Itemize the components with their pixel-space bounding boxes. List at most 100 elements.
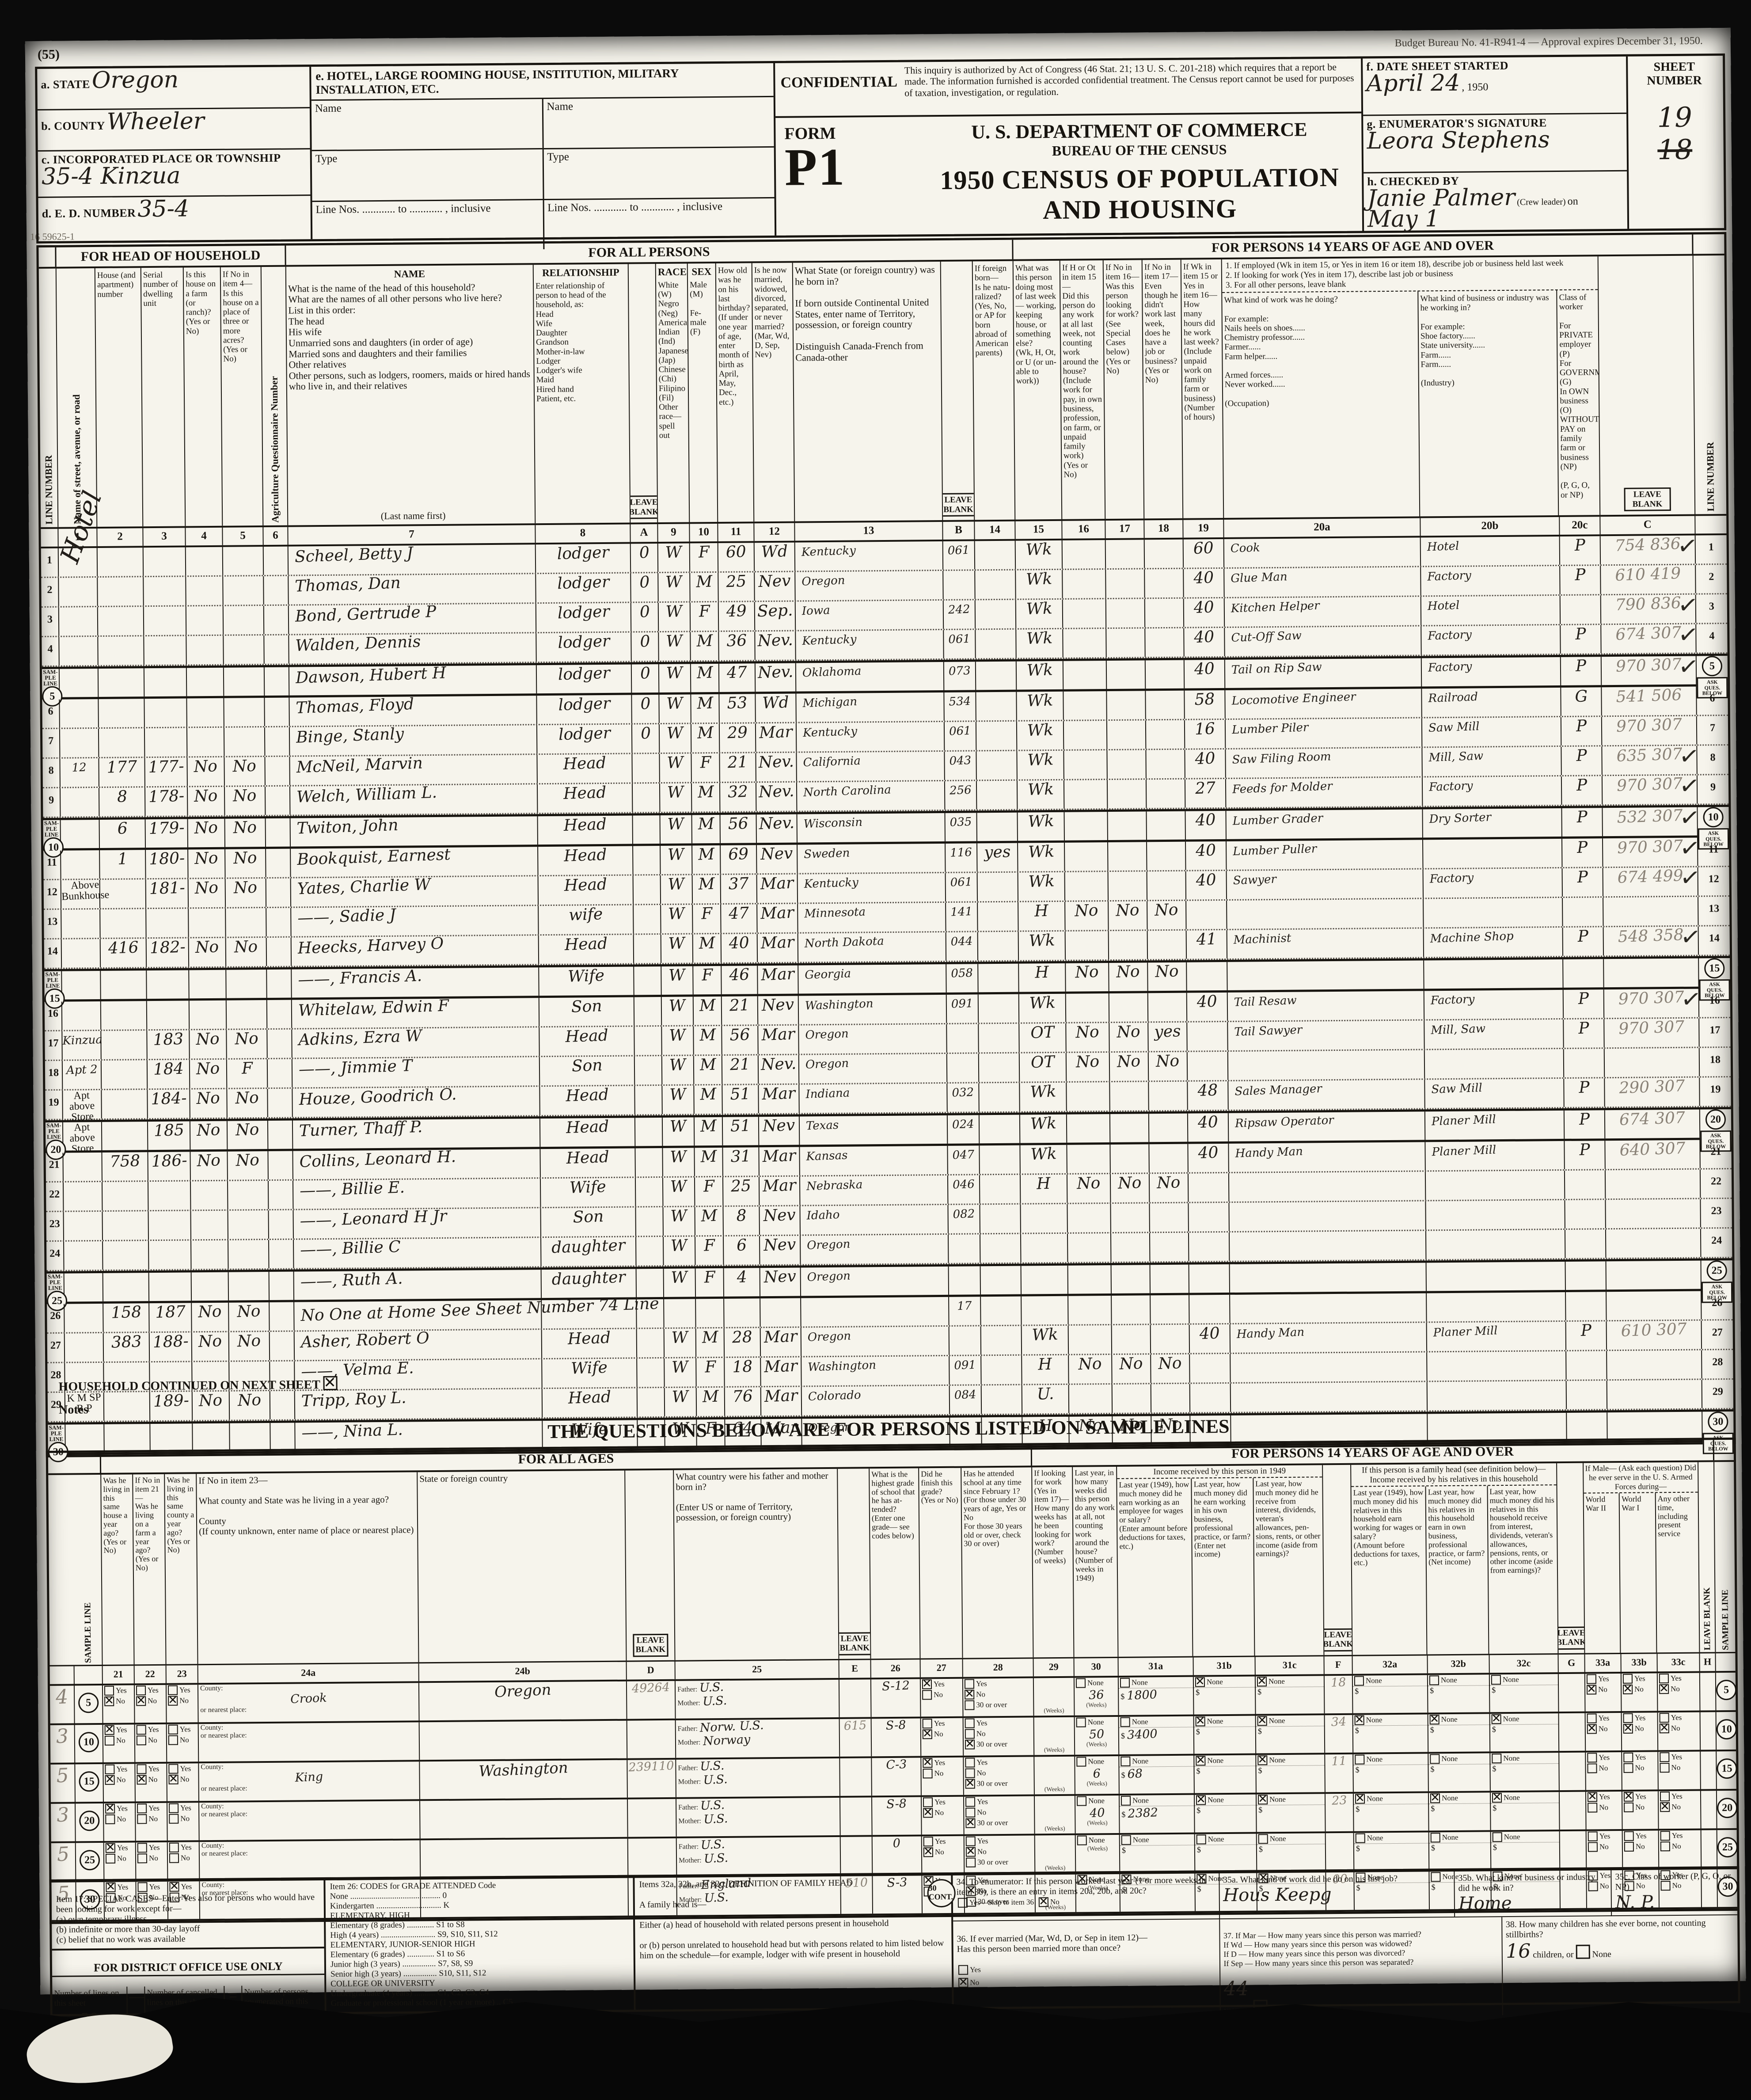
cell-age: 8	[723, 1206, 760, 1235]
col-31a: Last year (1949), how much money did he …	[1117, 1478, 1193, 1657]
cell-A	[637, 1299, 665, 1328]
cell-C: 970 307	[1602, 715, 1698, 746]
sample-cell-w29: (Weeks)	[1034, 1796, 1076, 1834]
confidential-text: This inquiry is authorized by Act of Con…	[904, 61, 1354, 99]
sample-cell-sampleR: 5	[1716, 1673, 1737, 1710]
cell-acres	[224, 698, 265, 727]
cell-race: W	[662, 1056, 695, 1084]
cell-mar: Nev.	[756, 753, 797, 782]
cell-house	[97, 548, 144, 576]
cell-sex: F	[691, 753, 720, 782]
cell-lineL: 11	[43, 850, 61, 879]
cell-farm: No	[187, 787, 225, 816]
cell-race: W	[661, 934, 694, 963]
cell-job	[1147, 841, 1186, 871]
geography-fields: a. STATE Oregon b. COUNTY Wheeler c. INC…	[37, 67, 313, 242]
cell-sex: M	[691, 664, 720, 692]
cell-agri	[265, 757, 290, 786]
cell-work	[1066, 993, 1110, 1022]
cell-serial: 184-	[148, 1089, 190, 1118]
cell-race: W	[659, 664, 691, 692]
cell-lineR: 3	[1709, 601, 1714, 612]
sample-cell-c31: None$	[1256, 1715, 1326, 1754]
cell-name: Asher, Robert O	[294, 1329, 543, 1360]
cell-job	[1146, 749, 1185, 779]
cell-age: 51	[722, 1117, 760, 1145]
cell-farm	[186, 667, 224, 696]
cell-lineL: SAM- PLE LINE 20	[45, 1122, 66, 1160]
cell-agri	[264, 635, 289, 664]
cell-agri	[267, 1000, 292, 1028]
cell-sex: F	[693, 905, 722, 933]
ed-number-value: 35-4	[137, 195, 190, 223]
cell-cls: P	[1561, 776, 1603, 805]
cell-farm: No	[192, 1302, 229, 1332]
cell-name: Bond, Gertrude P	[289, 603, 537, 634]
cell-A	[632, 783, 661, 812]
cell-job	[1145, 628, 1185, 657]
cell-look	[1110, 1114, 1150, 1143]
cell-cls	[1565, 1170, 1606, 1199]
cell-house	[101, 970, 147, 999]
cell-farm	[189, 1000, 227, 1029]
cell-doing: Wk	[1017, 750, 1064, 780]
sample-cell-margin: 4	[49, 1685, 75, 1723]
cell-occ: Lumber Puller	[1227, 840, 1424, 870]
sample-cell-sampleR: 20	[1717, 1791, 1738, 1828]
cell-house: 158	[103, 1303, 150, 1332]
cell-ind: Railroad	[1422, 687, 1561, 717]
cell-B	[947, 1054, 980, 1082]
cell-job	[1150, 1233, 1189, 1262]
cell-ind: Mill, Saw	[1424, 1019, 1564, 1049]
cell-job	[1149, 1081, 1188, 1111]
cell-mar: Mar	[758, 965, 799, 994]
cell-B: 043	[945, 751, 977, 780]
sample-cell-c32: None$	[1490, 1753, 1560, 1791]
cell-lineR: 26	[1712, 1297, 1723, 1309]
col-relationship: RELATIONSHIP Enter relationship of person…	[533, 264, 631, 524]
cell-A	[637, 1358, 665, 1387]
grade-codes-box: Item 26: CODES for GRADE ATTENDED Code N…	[325, 1877, 636, 2012]
sample-cell-E	[840, 1837, 873, 1875]
cell-serial: 184	[147, 1060, 190, 1089]
cell-nat	[980, 1145, 1021, 1174]
cell-serial: 179-	[145, 818, 189, 848]
cell-agri	[264, 667, 290, 696]
col-marital: Is he now mar­ried, wid­owed, divor­ced,…	[752, 262, 795, 522]
cell-street	[60, 788, 100, 817]
cell-street: Above Bunkhouse	[61, 879, 110, 909]
cell-look	[1108, 842, 1147, 871]
band-all-persons: FOR ALL PERSONS	[286, 240, 1014, 265]
cell-serial: 180-	[146, 849, 189, 879]
cell-ind: Factory	[1421, 625, 1561, 655]
col-line-number-left: LINE NUMBER	[38, 268, 59, 527]
cell-born: Washington	[801, 1356, 950, 1386]
cell-lineR: 9	[1710, 781, 1716, 793]
cell-job	[1148, 993, 1188, 1022]
cell-house: 177	[99, 757, 145, 787]
cell-race: W	[660, 783, 692, 812]
cell-doing: Wk	[1017, 780, 1065, 809]
census-title: 1950 CENSUS OF POPULATION AND HOUSING	[940, 162, 1340, 225]
cell-farm: No	[189, 938, 227, 967]
hotel-name-label: Name	[311, 99, 543, 152]
cell-born: Colorado	[801, 1385, 950, 1415]
cell-farm	[191, 1210, 229, 1240]
cell-mar: Mar	[759, 1147, 800, 1176]
cell-lineR: 24	[1711, 1235, 1722, 1247]
cell-job: No	[1151, 1354, 1190, 1383]
col-24b: State or foreign country	[418, 1470, 627, 1662]
sample-cell-grade: S-8	[871, 1718, 922, 1757]
cell-serial	[149, 1272, 192, 1301]
cell-C: 970 307 ✓	[1601, 652, 1700, 685]
cell-B: 256	[945, 781, 977, 810]
cell-lineL: 18	[45, 1061, 63, 1089]
cell-look	[1111, 1265, 1151, 1293]
cell-nat	[976, 661, 1017, 690]
